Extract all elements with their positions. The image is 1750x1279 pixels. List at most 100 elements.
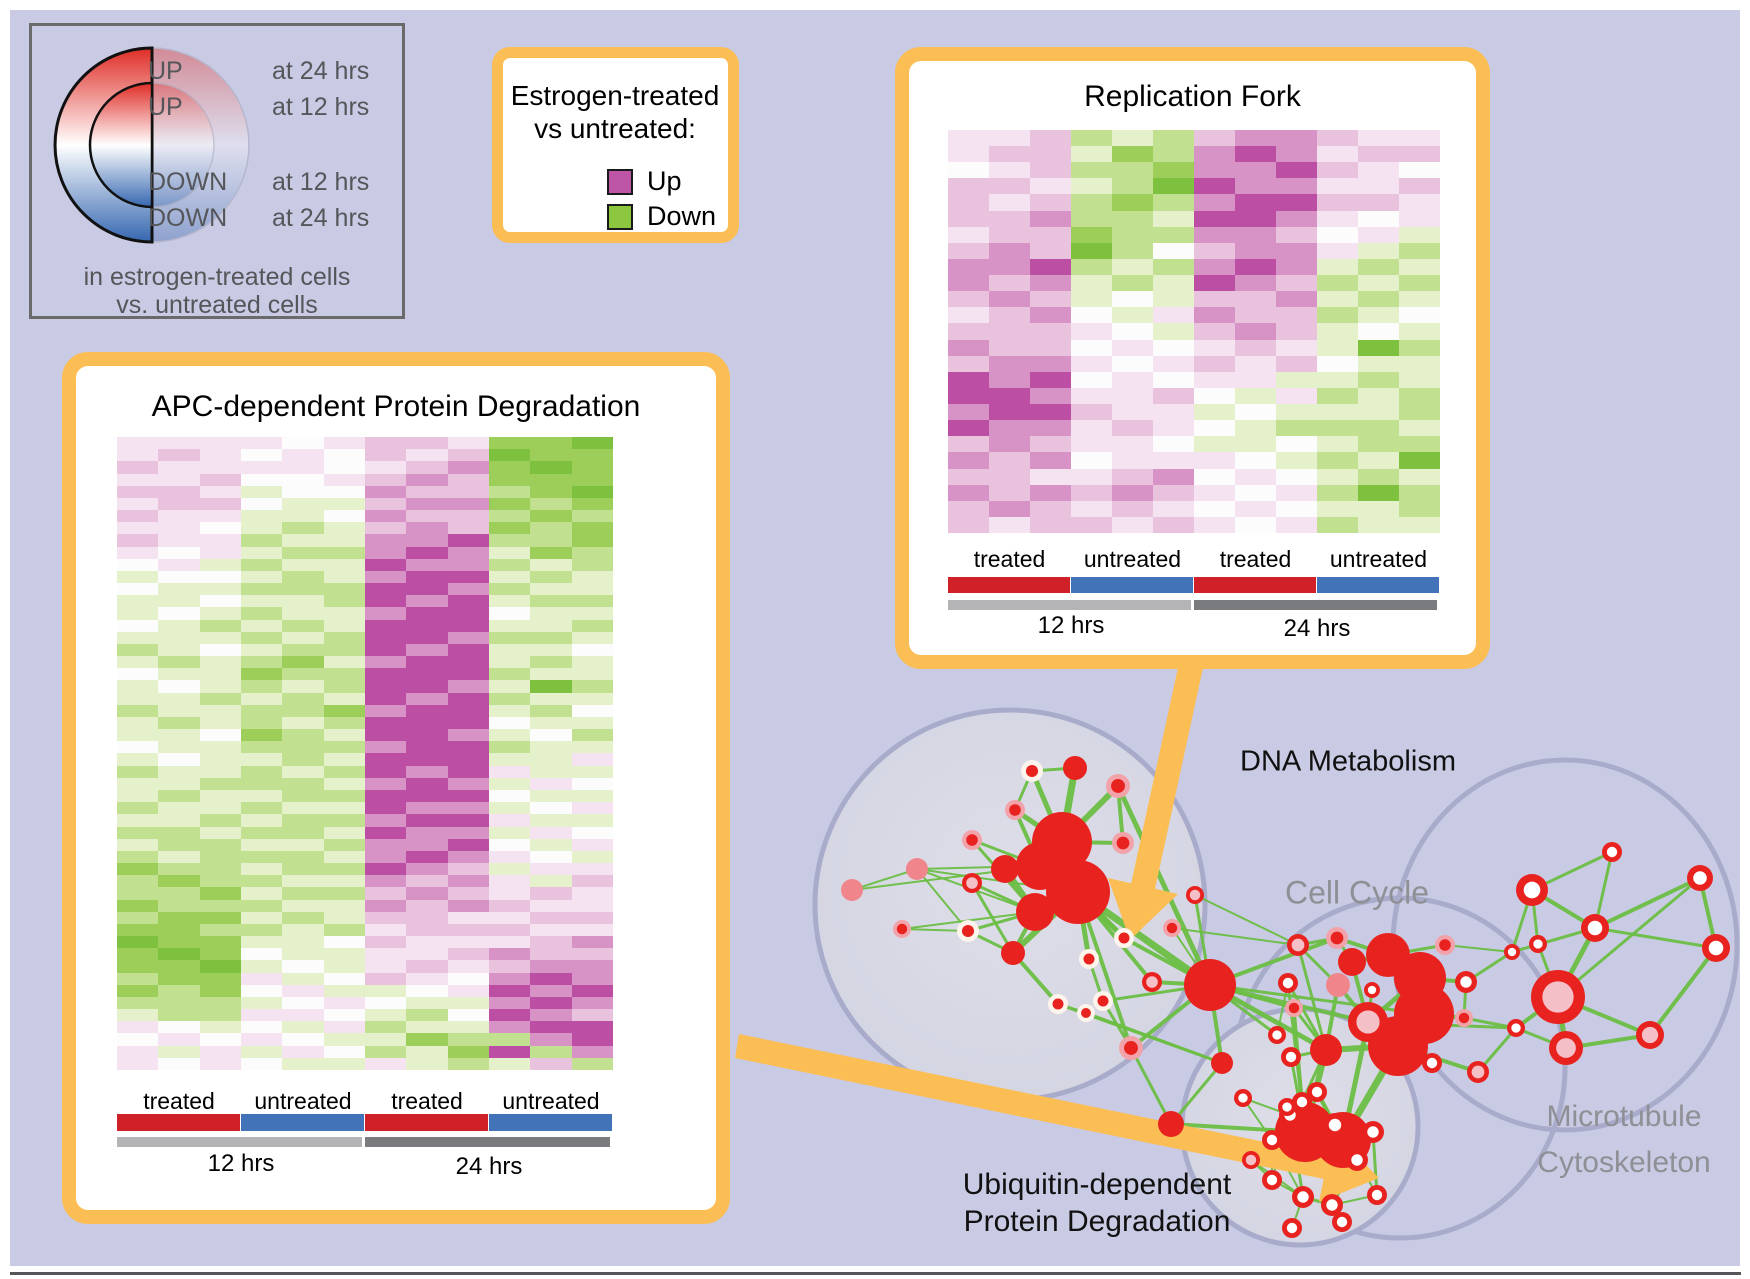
heatmap-cell: [199, 996, 241, 1010]
network-node-core: [1288, 1002, 1300, 1014]
heatmap-cell: [364, 887, 407, 900]
heatmap-cell: [364, 948, 407, 961]
heatmap-cell: [364, 729, 407, 742]
heatmap-cell: [323, 753, 365, 766]
heatmap-cell: [158, 790, 200, 803]
heatmap-cell: [1194, 146, 1235, 163]
heatmap-cell: [571, 680, 613, 693]
network-node-core: [1282, 977, 1294, 989]
heatmap-cell: [1358, 162, 1399, 179]
heatmap-cell: [158, 1057, 200, 1070]
heatmap-cell: [323, 790, 365, 803]
heatmap-cell: [282, 741, 324, 754]
heatmap-cell: [240, 1021, 283, 1034]
apc-title: APC-dependent Protein Degradation: [151, 390, 641, 423]
heatmap-cell: [158, 838, 200, 851]
heatmap-cell: [488, 741, 531, 754]
network-node-core: [1328, 1118, 1342, 1132]
heatmap-cell: [406, 692, 448, 705]
heatmap-cell: [1358, 275, 1399, 292]
heatmap-cell: [530, 790, 572, 803]
heatmap-cell: [447, 899, 489, 912]
heatmap-cell: [364, 522, 407, 535]
heatmap-cell: [571, 607, 613, 620]
heatmap-cell: [989, 387, 1030, 405]
network-node-core: [1081, 1008, 1091, 1018]
heatmap-cell: [1194, 404, 1235, 421]
heatmap-cell: [282, 643, 324, 657]
heatmap-cell: [240, 716, 283, 730]
heatmap-cell: [1276, 404, 1317, 421]
heatmap-cell: [1235, 387, 1276, 405]
heatmap-cell: [530, 473, 572, 486]
heatmap-cell: [364, 863, 407, 876]
network-edge: [1084, 1011, 1224, 1065]
heatmap-cell: [488, 936, 531, 949]
heatmap-cell: [406, 619, 448, 632]
heatmap-cell: [364, 595, 407, 608]
heatmap-cell: [1235, 178, 1276, 195]
heatmap-cell: [488, 668, 531, 681]
heatmap-cell: [240, 960, 283, 973]
heatmap-cell: [117, 461, 159, 474]
heatmap-cell: [1358, 484, 1399, 501]
heatmap-cell: [488, 522, 531, 535]
heatmap-cell: [1194, 452, 1235, 469]
heatmap-cell: [199, 899, 241, 912]
heatmap-cell: [571, 643, 613, 657]
heatmap-cell: [1112, 226, 1153, 243]
network-edge: [1593, 926, 1718, 950]
heatmap-cell: [117, 449, 159, 462]
heatmap-cell: [158, 802, 200, 815]
heatmap-cell: [323, 656, 365, 669]
heatmap-cell: [117, 972, 159, 985]
heatmap-cell: [117, 948, 159, 961]
heatmap-cell: [117, 729, 159, 742]
heatmap-cell: [571, 704, 613, 717]
heatmap-cell: [199, 1057, 241, 1070]
saturated-left-half-circles: [53, 46, 154, 244]
heatmap-cell: [364, 790, 407, 803]
heatmap-cell: [1071, 371, 1112, 388]
heatmap-cell: [406, 607, 448, 620]
heatmap-cell: [158, 449, 200, 462]
heatmap-cell: [447, 656, 489, 669]
network-node-core: [1693, 871, 1707, 885]
heatmap-cell: [1153, 242, 1194, 259]
heatmap-cell: [571, 790, 613, 803]
heatmap-cell: [530, 1033, 572, 1046]
heatmap-cell: [1235, 468, 1276, 485]
legend-footer-line1: in estrogen-treated cells: [83, 263, 351, 291]
heatmap-cell: [1358, 146, 1399, 163]
heatmap-cell: [199, 887, 241, 900]
heatmap-cell: [1030, 210, 1071, 227]
network-edge: [1648, 946, 1718, 1037]
heatmap-cell: [117, 875, 159, 888]
heatmap-cell: [1071, 436, 1112, 453]
heatmap-cell: [1399, 226, 1440, 243]
heatmap-cell: [406, 899, 448, 912]
heatmap-cell: [323, 485, 365, 498]
heatmap-cell: [282, 692, 324, 705]
heatmap-cell: [447, 790, 489, 803]
heatmap-cell: [1071, 146, 1112, 163]
heatmap-cell: [1235, 355, 1276, 372]
heatmap-cell: [530, 814, 572, 827]
heatmap-cell: [282, 534, 324, 547]
heatmap-cell: [282, 790, 324, 803]
heatmap-cell: [282, 814, 324, 827]
heatmap-cell: [240, 972, 283, 985]
network-node-core: [1118, 932, 1130, 944]
heatmap-cell: [1112, 355, 1153, 372]
heatmap-cell: [571, 716, 613, 730]
heatmap-cell: [530, 802, 572, 815]
heatmap-cell: [1235, 420, 1276, 437]
heatmap-cell: [1317, 436, 1358, 453]
network-node-core: [1266, 1134, 1278, 1146]
heatmap-cell: [117, 510, 159, 523]
heatmap-cell: [240, 741, 283, 754]
heatmap-cell: [447, 607, 489, 620]
heatmap-cell: [488, 984, 531, 997]
legend-down-inner-word: DOWN: [148, 168, 228, 196]
heatmap-cell: [1317, 468, 1358, 485]
